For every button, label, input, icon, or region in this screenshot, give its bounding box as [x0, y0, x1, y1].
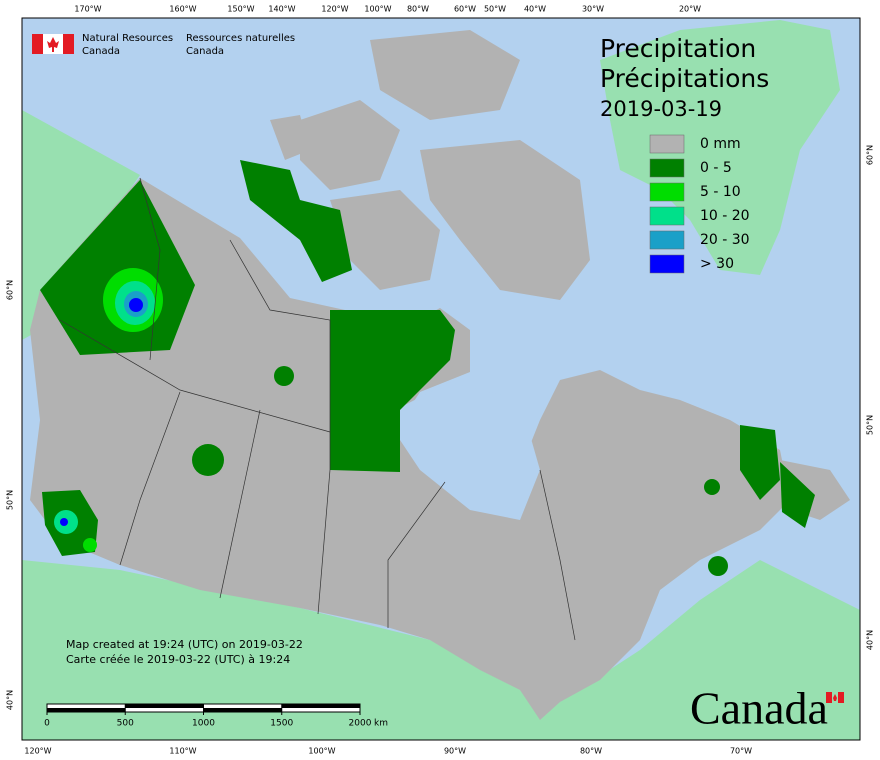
title-date: 2019-03-19: [600, 97, 722, 121]
scale-bar: 0 500 1000 1500 2000 km: [44, 703, 388, 729]
agency-fr-country: Canada: [186, 46, 224, 57]
precipitation: [40, 160, 815, 576]
greenland: [600, 20, 840, 275]
longitude-label: 60°W: [454, 5, 476, 14]
island: [270, 115, 310, 160]
alberta-sask-border: [219, 409, 261, 599]
agency-fr: Ressources naturelles: [186, 33, 295, 44]
longitude-label: 40°W: [524, 5, 546, 14]
bc-alberta-border: [119, 391, 181, 566]
precip-0-5: [240, 160, 352, 282]
precip-0-5: [740, 425, 780, 500]
longitude-label: 50°W: [484, 5, 506, 14]
longitude-label: 140°W: [268, 5, 295, 14]
longitude-label: 170°W: [74, 5, 101, 14]
island: [330, 190, 440, 290]
latitude-label: 50°N: [6, 490, 15, 510]
longitude-label: 100°W: [364, 5, 391, 14]
sixty-parallel: [59, 319, 331, 433]
legend-swatch: [649, 254, 685, 274]
scale-bar-segment: [125, 704, 204, 708]
longitude-label: 90°W: [444, 747, 466, 756]
precip-0-5: [708, 556, 728, 576]
ontario-quebec-border: [539, 469, 576, 641]
legend-label: 5 - 10: [700, 184, 741, 200]
island: [300, 100, 400, 190]
scale-bar-segment: [203, 708, 282, 712]
legend-label: > 30: [700, 256, 734, 272]
latitude-label: 50°N: [866, 415, 875, 435]
credit-en: Map created at 19:24 (UTC) on 2019-03-22: [66, 638, 303, 651]
maple-leaf: [47, 37, 59, 52]
longitude-label: 120°W: [321, 5, 348, 14]
longitude-label: 160°W: [169, 5, 196, 14]
map-frame: [21, 17, 861, 741]
longitude-label: 100°W: [308, 747, 335, 756]
precip-0-5: [330, 310, 455, 472]
island: [420, 140, 590, 300]
island: [370, 30, 520, 120]
agency-signature: Natural Resources Canada Ressources natu…: [32, 33, 295, 57]
scale-label: 500: [117, 719, 134, 729]
boundaries: [59, 177, 576, 641]
legend-swatch: [649, 134, 685, 154]
precip-0-5: [274, 366, 294, 386]
united-states: [22, 560, 860, 740]
manitoba-ontario-border: [387, 481, 446, 628]
longitude-label: 20°W: [679, 5, 701, 14]
title-en: Precipitation: [600, 34, 756, 63]
maple-leaf: [833, 694, 837, 701]
agency-en: Natural Resources: [82, 33, 173, 44]
latitude-label: 60°N: [866, 145, 875, 165]
legend-label: 0 - 5: [700, 160, 732, 176]
nunavut-border: [229, 239, 331, 470]
graticule-labels: 170°W 160°W 150°W 140°W 120°W 100°W 80°W 60°W 50…: [6, 5, 875, 756]
credit-fr: Carte créée le 2019-03-22 (UTC) à 19:24: [66, 653, 290, 666]
longitude-label: 30°W: [582, 5, 604, 14]
scale-label: 1500: [270, 719, 293, 729]
canada-wordmark: Canada: [690, 683, 844, 734]
latitude-label: 40°N: [6, 690, 15, 710]
scale-bar-segment: [281, 704, 360, 708]
legend-label: 10 - 20: [700, 208, 750, 224]
flag-band: [32, 34, 43, 54]
legend-label: 20 - 30: [700, 232, 750, 248]
legend-swatch: [649, 158, 685, 178]
title-fr: Précipitations: [600, 64, 769, 93]
longitude-label: 120°W: [24, 747, 51, 756]
canada-land: [30, 30, 850, 720]
precip-over-30: [129, 298, 143, 312]
legend: 0 mm 0 - 5 5 - 10 10 - 20 20 - 30 > 30: [649, 134, 750, 274]
longitude-label: 110°W: [169, 747, 196, 756]
longitude-label: 80°W: [407, 5, 429, 14]
scale-unit: km: [374, 719, 388, 729]
legend-label: 0 mm: [700, 136, 741, 152]
scale-bar-segment: [47, 708, 126, 712]
yukon-border: [139, 177, 161, 361]
scale-label: 0: [44, 719, 50, 729]
legend-swatch: [649, 182, 685, 202]
sask-manitoba-border: [317, 469, 331, 615]
precip-0-5: [704, 479, 720, 495]
latitude-label: 40°N: [866, 630, 875, 650]
precip-0-5: [780, 462, 815, 528]
scale-label: 2000: [349, 719, 372, 729]
precip-0-5: [192, 444, 224, 476]
wordmark: Canada: [690, 683, 828, 734]
hudson-bay: [395, 382, 540, 520]
agency-en-country: Canada: [82, 46, 120, 57]
longitude-label: 150°W: [227, 5, 254, 14]
longitude-label: 80°W: [580, 747, 602, 756]
flag-band: [63, 34, 74, 54]
flag-band: [838, 692, 844, 703]
precip-over-30: [60, 518, 68, 526]
legend-swatch: [649, 206, 685, 226]
precip-5-10: [83, 538, 97, 552]
legend-swatch: [649, 230, 685, 250]
longitude-label: 70°W: [730, 747, 752, 756]
latitude-label: 60°N: [6, 280, 15, 300]
scale-label: 1000: [192, 719, 215, 729]
flag-band: [826, 692, 832, 703]
